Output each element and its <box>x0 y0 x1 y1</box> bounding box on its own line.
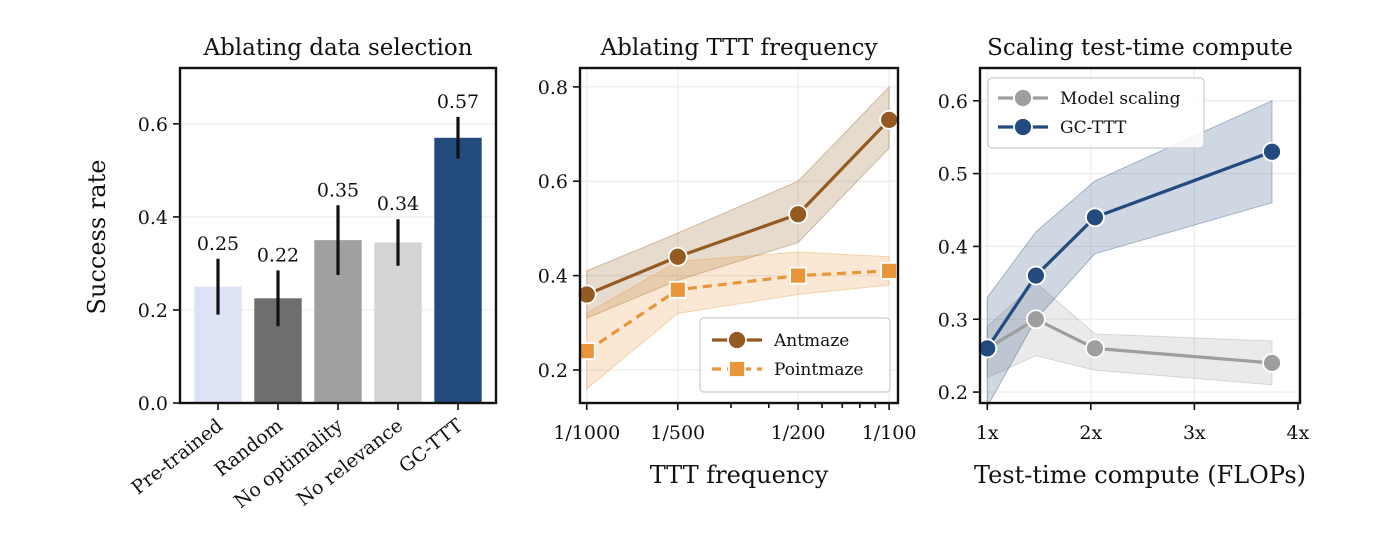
p3-legend-label: GC-TTT <box>1060 118 1127 138</box>
panel-ttt-frequency: Ablating TTT frequency TTT frequency 0.2… <box>538 35 917 489</box>
panel2-bands <box>586 85 890 390</box>
p2-xtick-label: 1/100 <box>862 422 917 444</box>
line-gc-ttt <box>985 150 1273 350</box>
p2-legend-label: Antmaze <box>773 331 849 351</box>
panel2-frame <box>578 66 900 405</box>
p2-ytick-label: 0.6 <box>538 171 568 193</box>
panel3-title: Scaling test-time compute <box>987 35 1293 61</box>
panel1-ylabel: Success rate <box>83 160 111 315</box>
p3-legend-marker <box>1013 88 1033 108</box>
point-pointmaze <box>668 280 687 299</box>
band-antmaze <box>586 85 890 319</box>
panel1-value-labels: 0.25 0.22 0.35 0.34 0.57 <box>197 91 479 267</box>
p2-xtick-label: 1/1000 <box>553 422 620 444</box>
point-antmaze <box>788 204 808 225</box>
p3-xtick-label: 1x <box>976 422 999 444</box>
panel3-legend: Model scaling GC-TTT <box>987 77 1205 149</box>
line-antmaze <box>586 118 891 296</box>
p2-legend-label: Pointmaze <box>774 360 863 380</box>
panel3-y-ticks: 0.2 0.3 0.4 0.5 0.6 <box>938 91 980 404</box>
point-antmaze <box>879 110 900 130</box>
panel2-legend-box <box>699 317 891 393</box>
p3-xtick-label: 4x <box>1287 422 1310 444</box>
panel-data-selection: Ablating data selection Success rate 0.2… <box>83 35 498 513</box>
p3-xtick-label: 3x <box>1183 422 1206 444</box>
bar-no-relevance <box>374 242 422 403</box>
point-gc-ttt <box>1026 265 1046 286</box>
point-model-scaling <box>1026 309 1046 330</box>
point-gc-ttt <box>977 338 998 359</box>
p3-legend-label: Model scaling <box>1060 89 1181 109</box>
panel2-x-ticks: 1/1000 1/500 1/200 1/100 <box>553 403 916 444</box>
p3-ytick-label: 0.4 <box>938 236 968 258</box>
point-pointmaze <box>577 342 596 360</box>
panel1-ytick-label: 0.6 <box>138 114 168 136</box>
panel1-title: Ablating data selection <box>202 35 472 61</box>
line-model-scaling <box>986 317 1273 365</box>
band-model-scaling <box>986 282 1273 386</box>
p3-ytick-label: 0.5 <box>938 164 968 186</box>
panel1-ytick-label: 0.0 <box>138 393 168 415</box>
panel3-frame <box>978 66 1302 405</box>
bar-value-label: 0.25 <box>197 233 239 255</box>
panel1-xtick-label: Pre-trained <box>127 415 227 500</box>
p3-xtick-label: 2x <box>1079 422 1102 444</box>
panel3-markers <box>977 141 1282 373</box>
panel2-lines <box>585 118 891 353</box>
panel1-xtick-label: No relevance <box>293 415 407 511</box>
panel1-y-ticks: 0.0 0.2 0.4 0.6 <box>138 114 180 415</box>
bar-value-label: 0.22 <box>257 244 299 266</box>
panel-test-time-compute: Scaling test-time compute Test-time comp… <box>938 35 1310 489</box>
bar-value-label: 0.57 <box>437 91 479 113</box>
p3-ytick-label: 0.2 <box>938 382 968 404</box>
point-antmaze <box>576 284 597 305</box>
panel2-title: Ablating TTT frequency <box>600 35 878 61</box>
point-model-scaling <box>1262 353 1282 373</box>
band-pointmaze <box>586 251 890 390</box>
point-pointmaze <box>880 261 899 280</box>
panel3-xlabel: Test-time compute (FLOPs) <box>974 461 1306 489</box>
point-pointmaze <box>789 266 807 285</box>
p3-ytick-label: 0.3 <box>938 309 968 331</box>
panel3-x-ticks: 1x 2x 3x 4x <box>976 403 1310 444</box>
point-model-scaling <box>1085 338 1105 359</box>
panel2-xlabel: TTT frequency <box>650 461 829 489</box>
panel1-xtick-label: GC-TTT <box>395 414 467 477</box>
panel1-ytick-label: 0.4 <box>138 207 168 229</box>
p3-legend-marker <box>1013 117 1033 137</box>
panel2-y-ticks: 0.2 0.4 0.6 0.8 <box>538 77 580 382</box>
point-gc-ttt <box>1262 141 1282 162</box>
bar-gc-ttt <box>434 137 482 403</box>
panel3-lines <box>985 150 1273 365</box>
point-gc-ttt <box>1085 207 1105 228</box>
point-antmaze <box>667 246 688 267</box>
panel3-legend-box <box>987 77 1205 149</box>
p2-xtick-label: 1/500 <box>650 422 705 444</box>
bar-value-label: 0.35 <box>317 179 359 201</box>
line-pointmaze <box>585 269 890 353</box>
p3-ytick-label: 0.6 <box>938 91 968 113</box>
p2-legend-marker <box>727 330 747 350</box>
panel2-markers <box>576 110 900 360</box>
p2-legend-marker <box>728 360 746 378</box>
panel2-legend: Antmaze Pointmaze <box>699 317 891 393</box>
bar-value-label: 0.34 <box>377 193 419 215</box>
panel1-ytick-label: 0.2 <box>138 300 168 322</box>
p2-ytick-label: 0.4 <box>538 266 568 288</box>
p2-xtick-label: 1/200 <box>771 422 826 444</box>
panel1-error-bars <box>216 116 460 327</box>
p2-ytick-label: 0.2 <box>538 360 568 382</box>
p2-ytick-label: 0.8 <box>538 77 568 99</box>
